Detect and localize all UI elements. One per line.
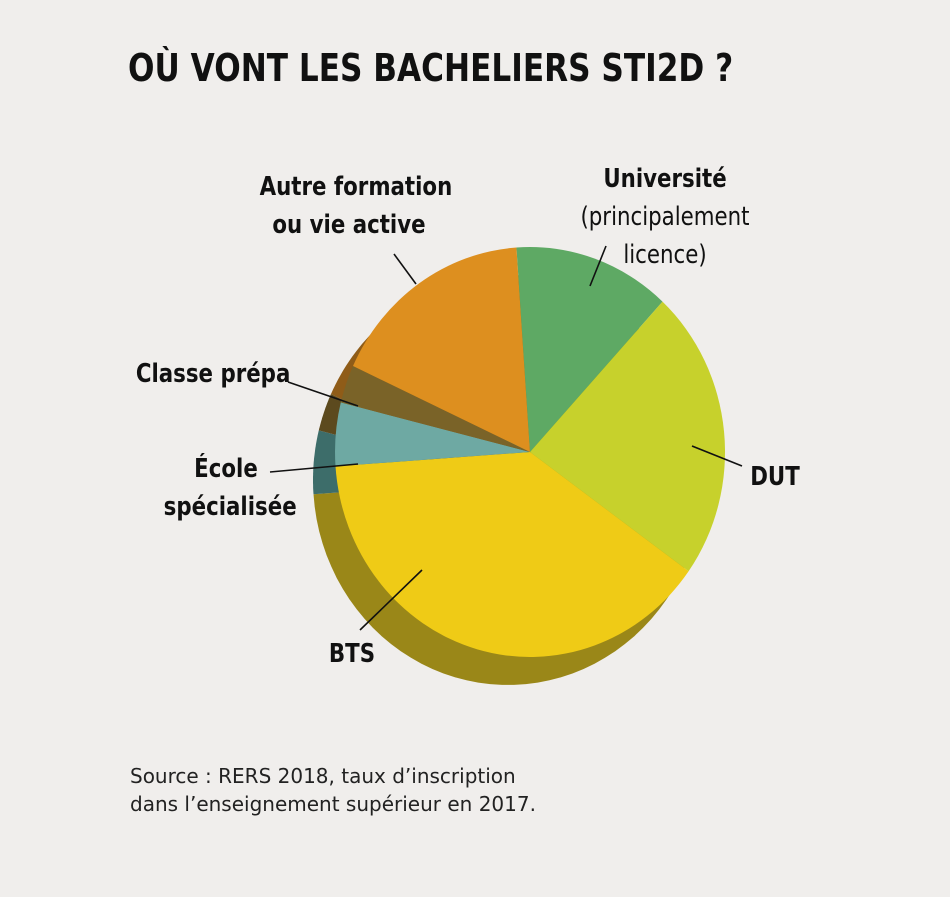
leader-line-4 xyxy=(287,381,359,407)
leader-line-2 xyxy=(359,569,423,631)
slice-1 xyxy=(530,301,726,572)
source-line-2: dans l’enseignement supérieur en 2017. xyxy=(130,792,536,816)
source-note: Source : RERS 2018, taux d’inscription d… xyxy=(130,762,536,818)
label-dut: DUT xyxy=(750,462,800,492)
leader-line-5 xyxy=(393,253,417,285)
slice-5 xyxy=(353,247,530,452)
source-line-1: Source : RERS 2018, taux d’inscription xyxy=(130,764,516,788)
label-bts: BTS xyxy=(328,639,376,669)
slice-2 xyxy=(335,452,689,657)
chart-title: OÙ VONT LES BACHELIERS STI2D ? xyxy=(128,46,734,90)
label-autre-formation: Autre formation ou vie active xyxy=(259,172,453,240)
label-classe-prepa: Classe prépa xyxy=(135,359,291,389)
pie-slices xyxy=(335,247,726,657)
leader-lines xyxy=(269,245,743,631)
slice-3 xyxy=(335,402,530,467)
leader-line-0 xyxy=(589,245,607,287)
slice-0 xyxy=(516,247,663,452)
leader-line-3 xyxy=(269,463,359,473)
slice-4 xyxy=(340,366,530,452)
label-universite: Université (principalement licence) xyxy=(580,164,750,270)
label-ecole-specialisee: École spécialisée xyxy=(163,454,297,522)
leader-line-1 xyxy=(691,445,743,467)
